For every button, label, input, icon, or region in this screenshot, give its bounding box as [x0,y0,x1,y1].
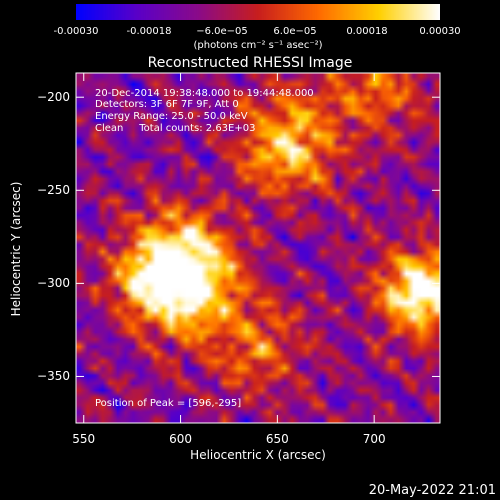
annotation-energy: Energy Range: 25.0 - 50.0 keV [95,111,248,122]
y-axis-label: Heliocentric Y (arcsec) [9,181,23,317]
x-tick-label: 550 [72,432,96,446]
y-tick-label: −350 [37,369,70,384]
x-tick-label: 600 [169,432,192,446]
footer-timestamp: 20-May-2022 21:01 [368,483,496,498]
annotation-peak: Position of Peak = [596,-295] [95,398,242,409]
y-tick-label: −300 [37,276,70,291]
y-tick-label: −200 [37,90,70,105]
plot-frame [75,72,441,424]
colorbar [76,4,440,20]
annotation-clean: Clean Total counts: 2.63E+03 [95,123,256,134]
colorbar-tick-label: 6.0e−05 [273,26,317,37]
colorbar-tick-label: 0.00018 [346,26,388,37]
colorbar-tick-label: 0.00030 [419,26,461,37]
chart-title: Reconstructed RHESSI Image [147,55,353,71]
x-tick-label: 700 [362,432,386,446]
annotation-time: 20-Dec-2014 19:38:48.000 to 19:44:48.000 [95,88,314,99]
heatmap-image [76,73,440,423]
colorbar-tick-label: −6.0e−05 [196,26,248,37]
y-tick-label: −250 [37,183,70,198]
colorbar-tick-label: -0.00030 [53,26,99,37]
x-tick-label: 650 [265,432,289,446]
colorbar-tick-label: -0.00018 [126,26,172,37]
y-axis-ticks [76,96,440,377]
colorbar-units: (photons cm⁻² s⁻¹ asec⁻²) [193,40,323,51]
x-axis-ticks [83,73,375,423]
x-axis-label: Heliocentric X (arcsec) [190,448,326,462]
annotation-detectors: Detectors: 3F 6F 7F 9F, Att 0 [95,99,239,110]
